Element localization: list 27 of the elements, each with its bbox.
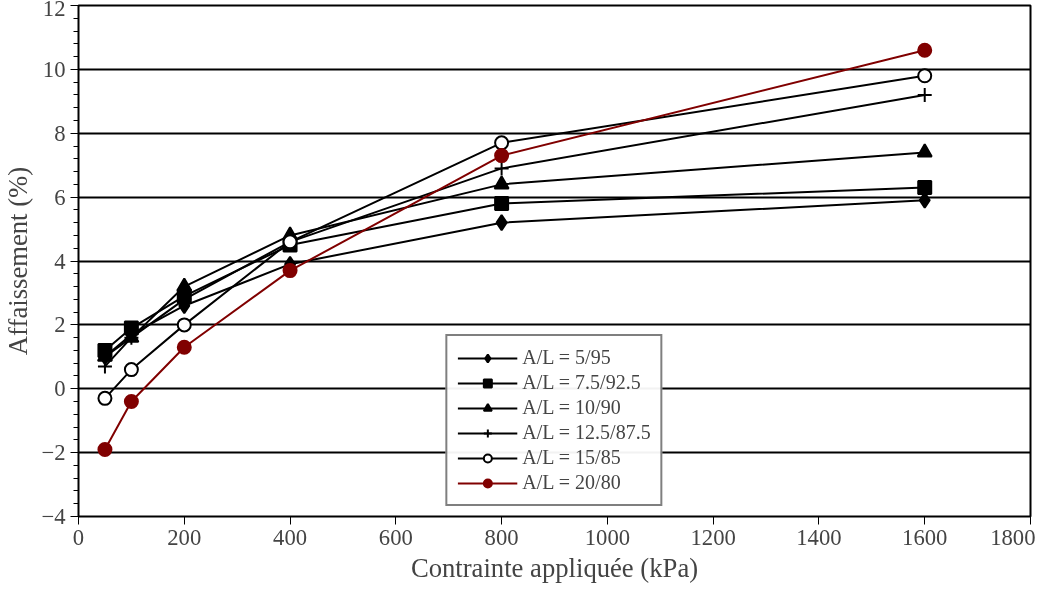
y-tick-label: 2	[54, 312, 66, 338]
y-tick-label: −4	[41, 504, 66, 529]
y-tick-label: 10	[42, 56, 66, 82]
x-tick-label: 800	[484, 524, 519, 550]
legend-label: A/L = 12.5/87.5	[522, 421, 651, 444]
y-axis-title: Affaissement (%)	[3, 166, 34, 356]
x-tick-label: 1600	[902, 524, 948, 550]
x-axis-title: Contrainte appliquée (kPa)	[410, 552, 699, 583]
y-tick-label: 12	[42, 0, 66, 21]
legend-label: A/L = 20/80	[522, 471, 621, 494]
y-tick-label: 4	[54, 248, 66, 274]
x-tick-label: 600	[378, 524, 413, 550]
y-tick-label: 6	[54, 184, 66, 210]
legend-label: A/L = 10/90	[522, 396, 621, 419]
x-tick-label: 1800	[990, 524, 1036, 550]
x-tick-label: 0	[72, 524, 85, 550]
y-tick-label: −2	[41, 440, 66, 466]
legend-label: A/L = 15/85	[522, 446, 621, 469]
y-tick-label: 0	[54, 376, 66, 402]
x-tick-label: 1400	[796, 524, 842, 550]
x-tick-label: 1000	[584, 524, 631, 550]
x-tick-label: 400	[273, 524, 308, 550]
y-tick-label: 8	[54, 120, 66, 146]
legend-label: A/L = 7.5/92.5	[522, 371, 641, 394]
legend-label: A/L = 5/95	[522, 346, 611, 369]
x-tick-label: 1200	[690, 524, 736, 550]
x-tick-label: 200	[167, 524, 202, 550]
